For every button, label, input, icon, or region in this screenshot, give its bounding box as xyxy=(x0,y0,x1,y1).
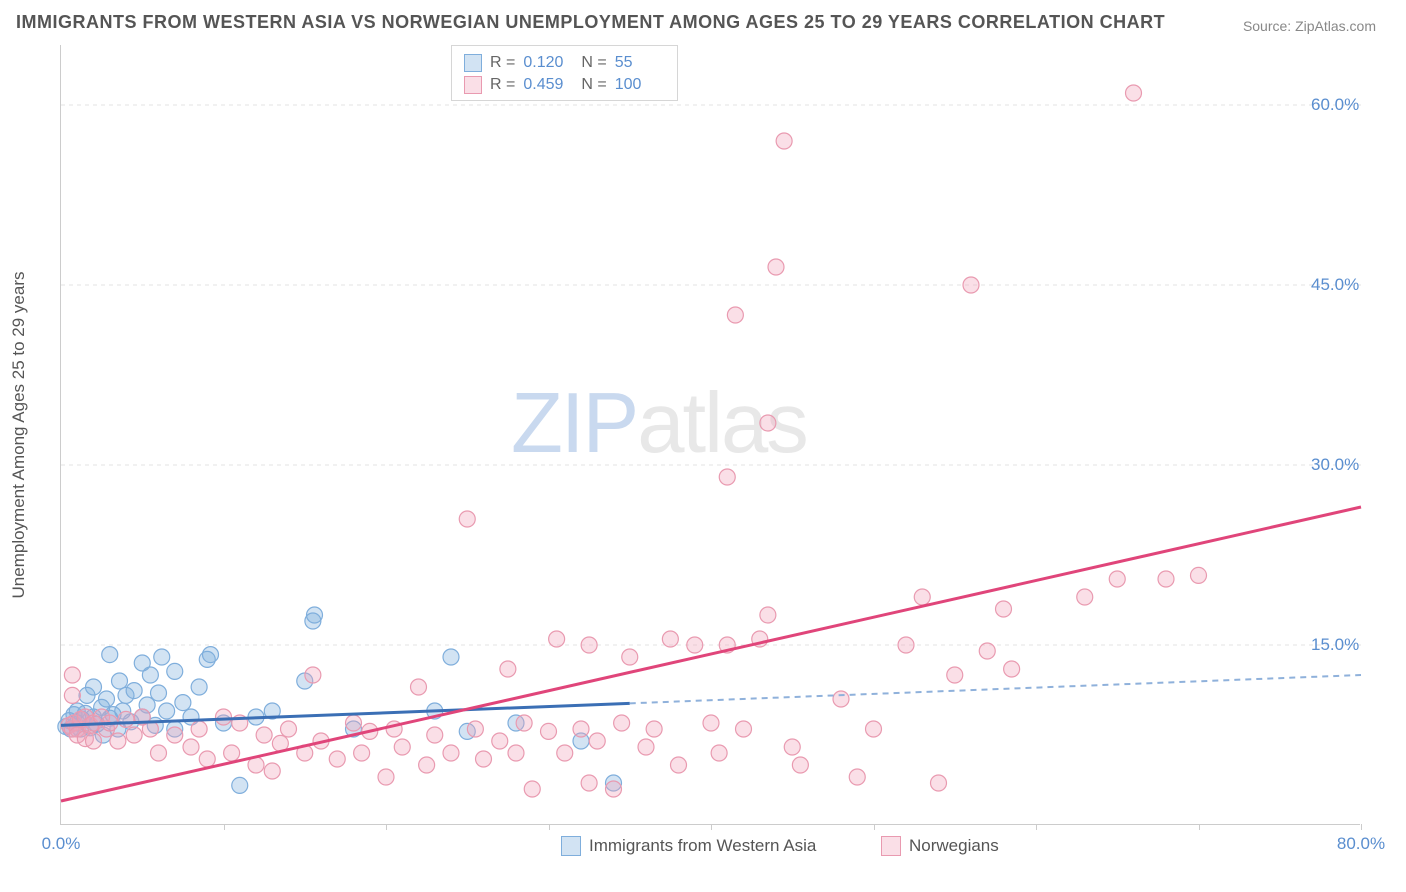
x-tick-mark xyxy=(1199,824,1200,830)
legend-swatch xyxy=(464,76,482,94)
x-tick-mark xyxy=(711,824,712,830)
legend-item: Norwegians xyxy=(881,836,999,856)
source-label: Source: xyxy=(1243,18,1291,34)
x-tick-mark xyxy=(874,824,875,830)
x-tick-mark xyxy=(1036,824,1037,830)
correlation-stats-box: R = 0.120 N = 55 R = 0.459 N = 100 xyxy=(451,45,678,101)
trend-line-dashed xyxy=(630,675,1361,703)
stat-r-value: 0.459 xyxy=(523,76,573,94)
x-tick-mark xyxy=(224,824,225,830)
stat-row: R = 0.120 N = 55 xyxy=(464,52,665,74)
x-tick-mark xyxy=(386,824,387,830)
source-value: ZipAtlas.com xyxy=(1295,18,1376,34)
legend-label: Immigrants from Western Asia xyxy=(589,836,816,856)
trend-line-solid xyxy=(61,507,1361,801)
x-tick-mark xyxy=(1361,824,1362,830)
legend-swatch xyxy=(881,836,901,856)
chart-title: IMMIGRANTS FROM WESTERN ASIA VS NORWEGIA… xyxy=(16,12,1165,33)
stat-n-value: 100 xyxy=(615,76,665,94)
y-axis-label: Unemployment Among Ages 25 to 29 years xyxy=(9,271,29,598)
stat-n-label: N = xyxy=(581,54,606,72)
y-tick-label: 15.0% xyxy=(1311,635,1359,655)
legend-item: Immigrants from Western Asia xyxy=(561,836,816,856)
stat-n-label: N = xyxy=(581,76,606,94)
y-tick-label: 30.0% xyxy=(1311,455,1359,475)
x-tick-label: 80.0% xyxy=(1337,834,1385,854)
stat-r-value: 0.120 xyxy=(523,54,573,72)
legend-swatch xyxy=(561,836,581,856)
y-tick-label: 60.0% xyxy=(1311,95,1359,115)
stat-r-label: R = xyxy=(490,54,515,72)
chart-plot-area: Unemployment Among Ages 25 to 29 years Z… xyxy=(60,45,1360,825)
stat-row: R = 0.459 N = 100 xyxy=(464,74,665,96)
legend-swatch xyxy=(464,54,482,72)
trend-lines-layer xyxy=(61,45,1361,825)
stat-r-label: R = xyxy=(490,76,515,94)
x-tick-label: 0.0% xyxy=(42,834,81,854)
stat-n-value: 55 xyxy=(615,54,665,72)
y-tick-label: 45.0% xyxy=(1311,275,1359,295)
trend-line-solid xyxy=(61,703,630,725)
source-attribution: Source: ZipAtlas.com xyxy=(1243,18,1376,34)
x-tick-mark xyxy=(549,824,550,830)
legend-label: Norwegians xyxy=(909,836,999,856)
